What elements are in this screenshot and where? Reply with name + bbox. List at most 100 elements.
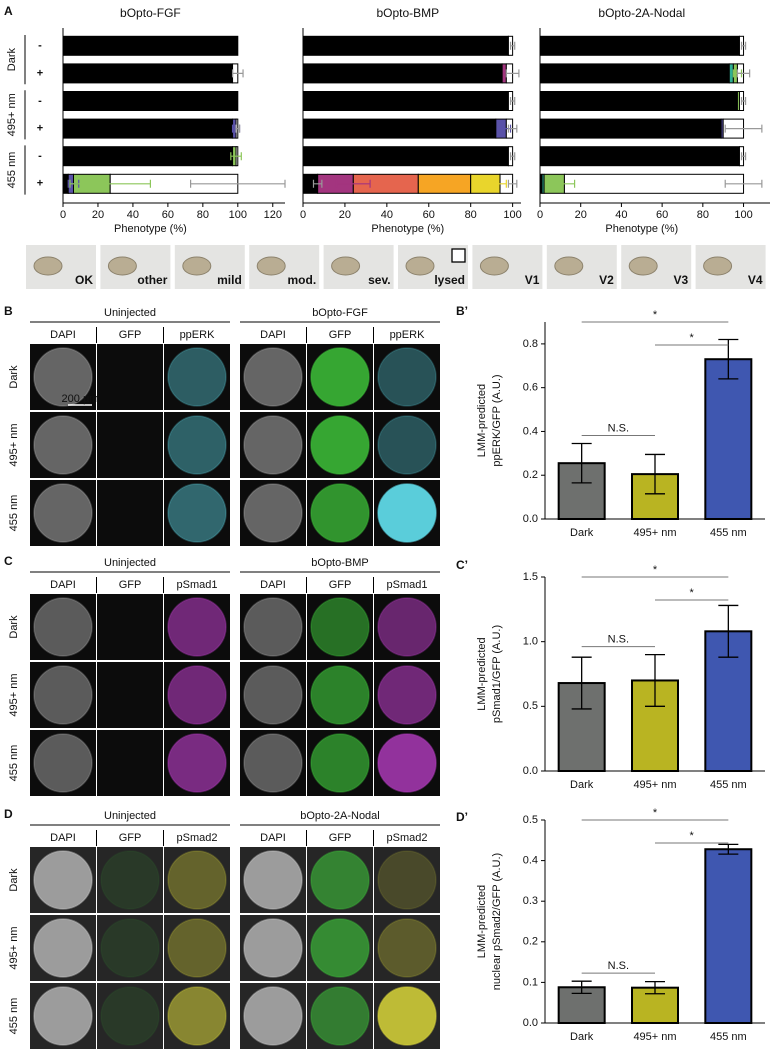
key-label: OK [75, 273, 93, 287]
embryo-signal [243, 665, 303, 725]
embryo-signal [310, 986, 370, 1046]
error-bar [509, 97, 516, 105]
channel-label: DAPI [50, 832, 76, 844]
bar-segment [62, 118, 234, 139]
embryo-signal [243, 483, 303, 543]
y-tick-label: 0.4 [523, 425, 538, 437]
x-tick-label: 80 [465, 209, 477, 221]
channel-label: ppERK [390, 329, 426, 341]
error-bar [69, 179, 152, 188]
embryo-signal [310, 918, 370, 978]
embryo-signal [377, 733, 437, 793]
error-bar [724, 124, 763, 133]
error-bar [493, 179, 507, 188]
row-label: + [37, 123, 43, 135]
key-embryo [703, 256, 733, 276]
embryo-signal [377, 597, 437, 657]
y-axis-label: ppERK/GFP (A.U.) [491, 374, 503, 466]
bar-segment [539, 91, 738, 111]
x-tick-label: 100 [229, 209, 247, 221]
bar-segment [62, 63, 234, 84]
key-embryo [405, 256, 435, 276]
embryo-signal [310, 415, 370, 475]
key-embryo [479, 256, 509, 276]
embryo-signal [310, 347, 370, 407]
micrograph [97, 983, 163, 1049]
error-bar [645, 453, 665, 495]
row-label: Dark [8, 365, 20, 389]
key-embryo [331, 256, 361, 276]
embryo-signal [33, 986, 93, 1046]
x-tick-label: 40 [127, 209, 139, 221]
bar-segment [62, 173, 69, 194]
embryo-signal [377, 483, 437, 543]
y-axis-label: pSmad1/GFP (A.U.) [491, 625, 503, 723]
embryo-signal [33, 347, 93, 407]
x-tick-label: Dark [570, 779, 594, 791]
key-label: lysed [434, 273, 465, 287]
row-label: 455 nm [8, 495, 20, 532]
error-bar [335, 179, 371, 188]
x-tick-label: 0 [300, 209, 306, 221]
error-bar [553, 179, 576, 188]
embryo-signal [243, 415, 303, 475]
significance-label: * [653, 807, 658, 819]
micrograph [30, 730, 96, 796]
row-label: + [37, 67, 43, 79]
y-axis-label: LMM-predicted [476, 637, 488, 710]
error-bar [740, 97, 747, 105]
embryo-signal [377, 347, 437, 407]
embryo-signal [310, 597, 370, 657]
micrograph [164, 344, 230, 410]
scale-bar-label: 200 µm [62, 393, 99, 405]
embryo-signal [167, 665, 227, 725]
embryo-signal [100, 986, 160, 1046]
x-tick-label: Dark [570, 1031, 594, 1043]
key-embryo [107, 256, 137, 276]
group-title: bOpto-2A-Nodal [300, 810, 380, 822]
micrograph [30, 662, 96, 728]
error-bar [571, 442, 592, 484]
key-embryo [33, 256, 63, 276]
x-tick-label: 20 [92, 209, 104, 221]
x-tick-label: 495+ nm [633, 779, 676, 791]
channel-label: DAPI [50, 579, 76, 591]
channel-label: DAPI [260, 579, 286, 591]
x-axis-label: Phenotype (%) [371, 223, 444, 235]
bar-segment [539, 35, 740, 56]
channel-label: pSmad1 [177, 579, 218, 591]
channel-label: GFP [329, 579, 352, 591]
micrograph [164, 480, 230, 546]
error-bar [507, 179, 518, 188]
panel-label: B [4, 304, 13, 318]
y-axis-label: LMM-predicted [476, 384, 488, 457]
y-tick-label: 0.3 [523, 895, 538, 907]
embryo-signal [167, 483, 227, 543]
bar-segment [62, 146, 234, 167]
bar-segment [302, 146, 509, 167]
error-bar [230, 152, 242, 161]
x-tick-label: Dark [570, 527, 594, 539]
panel-label: C’ [456, 558, 468, 572]
embryo-signal [243, 347, 303, 407]
micrograph [240, 730, 306, 796]
bar-segment [62, 35, 239, 56]
micrograph [97, 412, 163, 478]
bar-segment [539, 146, 740, 167]
y-tick-label: 1.0 [523, 636, 538, 648]
embryo-signal [243, 850, 303, 910]
significance-label: N.S. [608, 960, 629, 972]
bar [704, 358, 753, 521]
x-tick-label: 455 nm [710, 1031, 747, 1043]
embryo-signal [167, 918, 227, 978]
bar-segment [539, 118, 722, 139]
row-label: 455 nm [8, 745, 20, 782]
row-label: 455 nm [8, 998, 20, 1035]
channel-label: ppERK [180, 329, 216, 341]
bar-segment [302, 118, 497, 139]
embryo-signal [310, 665, 370, 725]
group-title: Uninjected [104, 307, 156, 319]
channel-label: DAPI [50, 329, 76, 341]
x-tick-label: 20 [575, 209, 587, 221]
chart-title: bOpto-BMP [376, 6, 439, 20]
